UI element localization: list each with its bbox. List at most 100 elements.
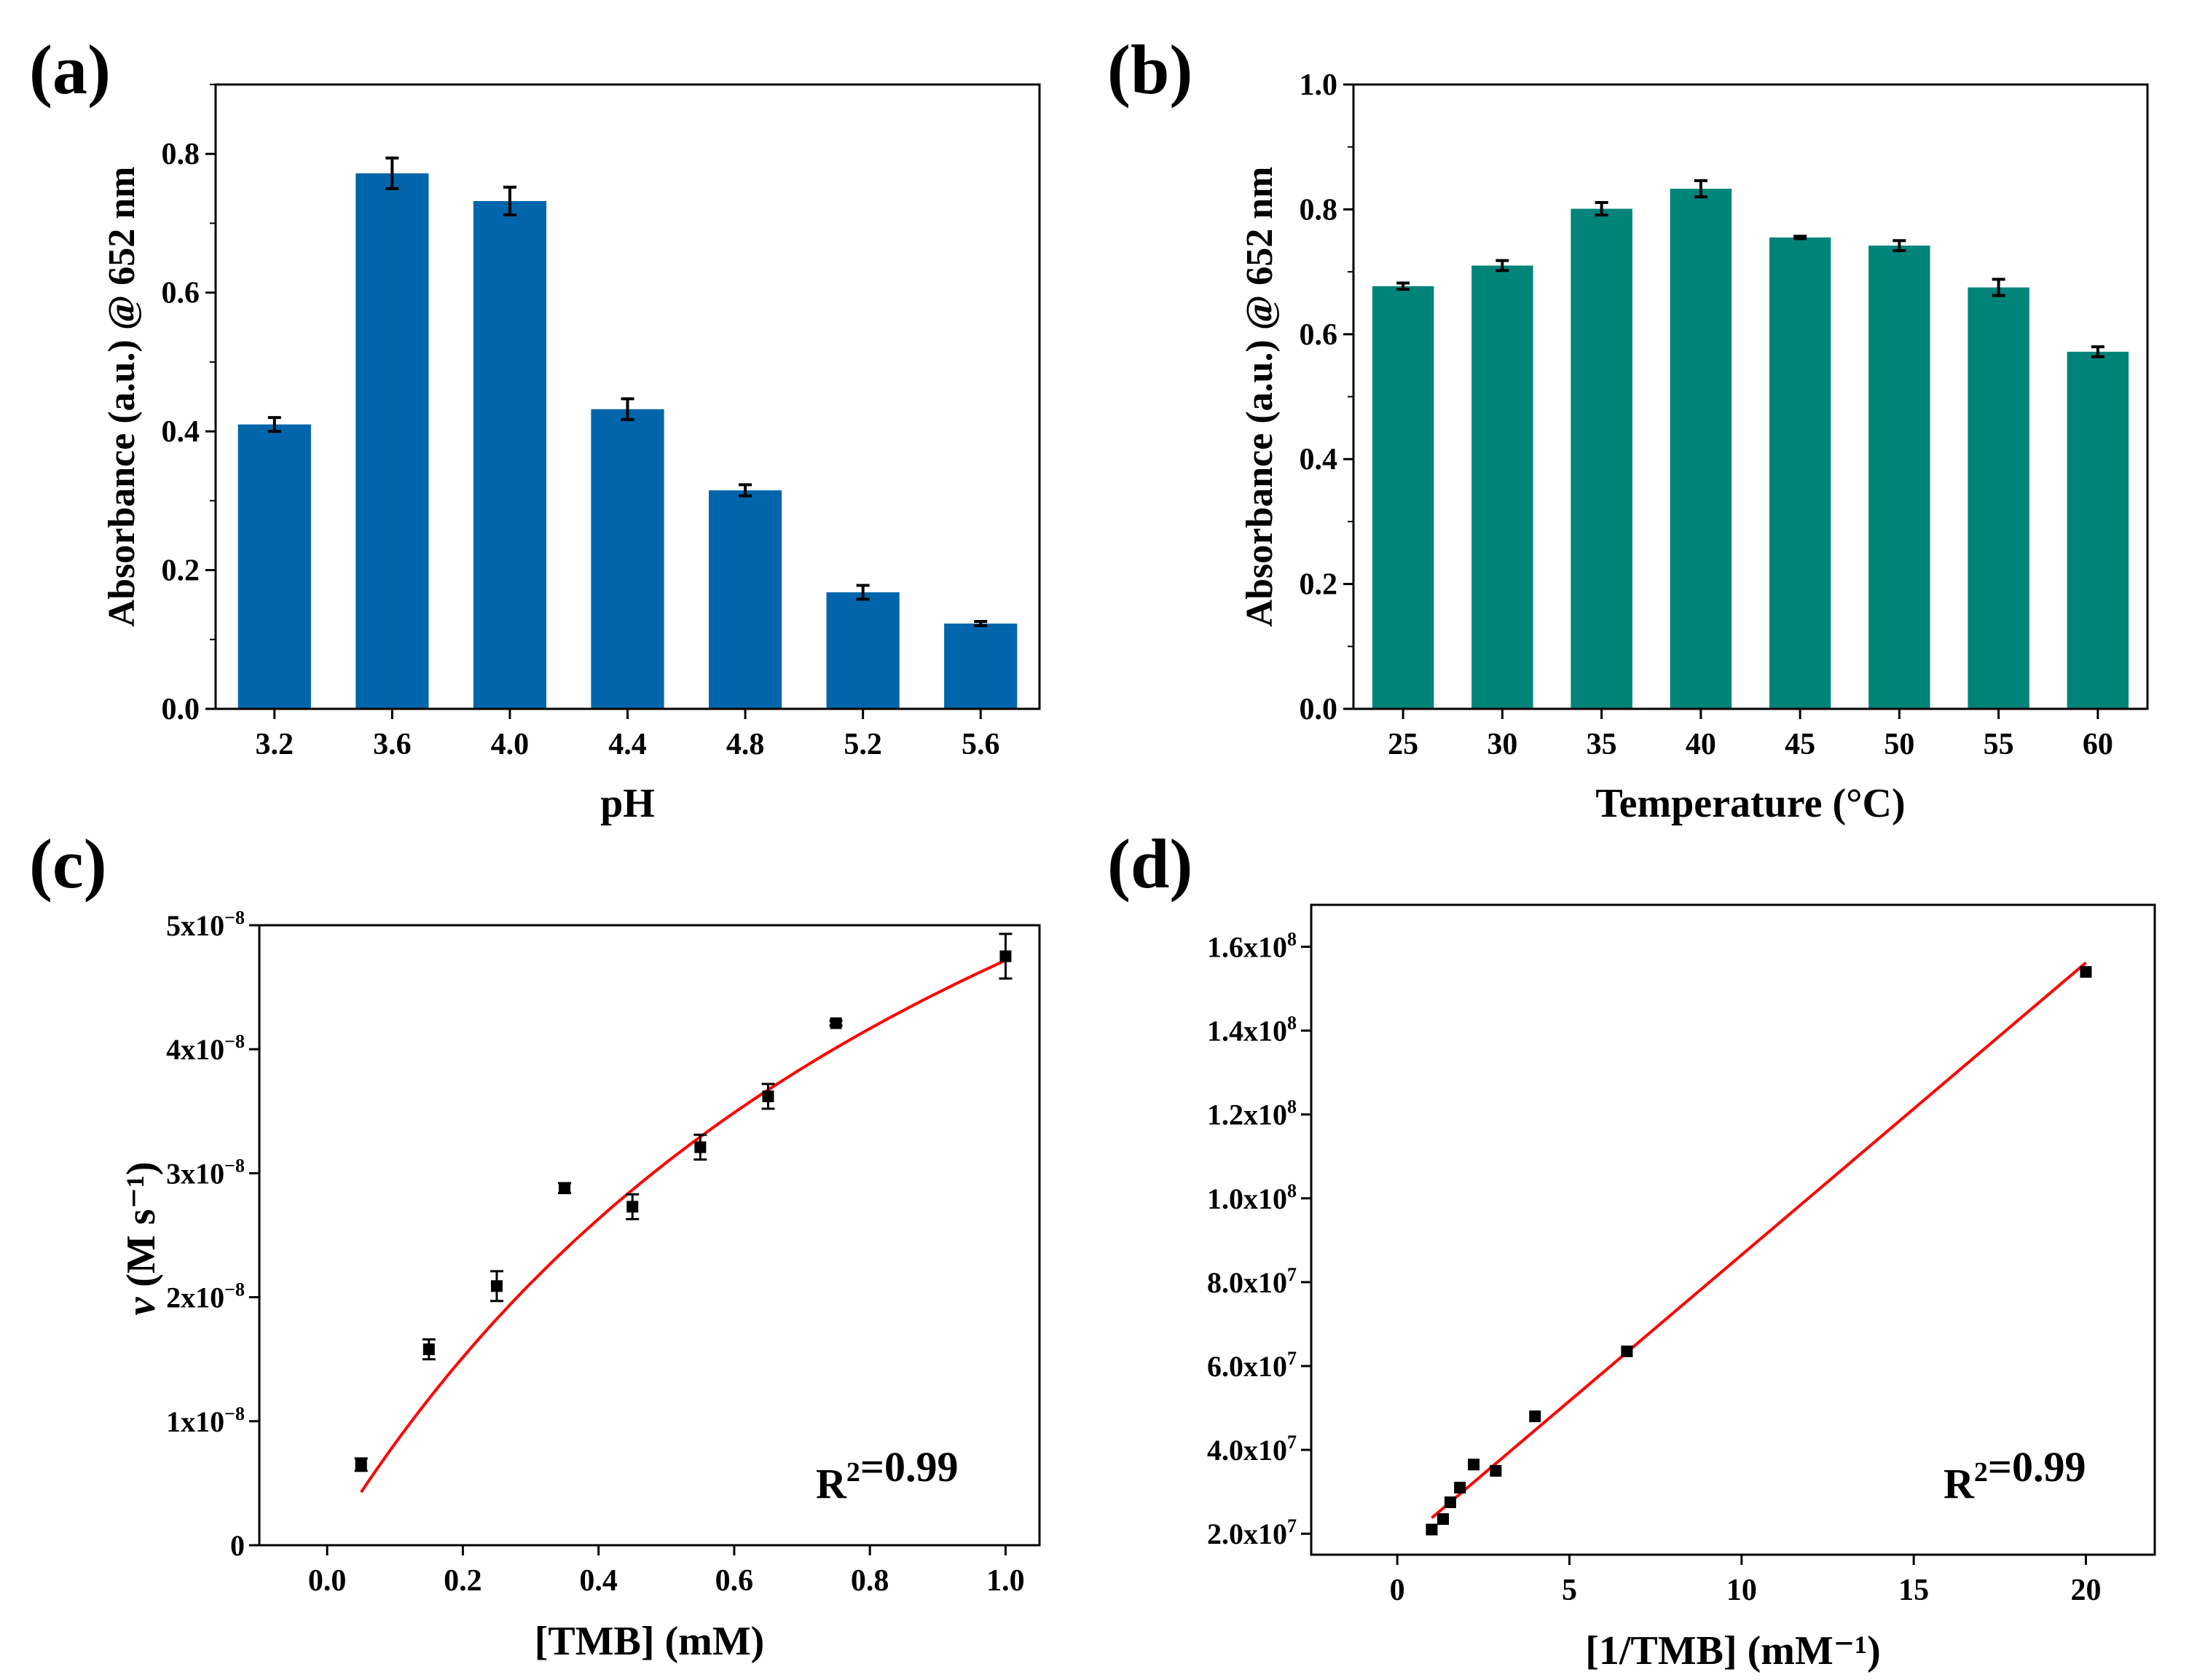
chart3-x-axis-label: [1/TMB] (mM⁻¹) <box>1585 1628 1881 1673</box>
chart2-r-squared-annotation: R2=0.99 <box>816 1443 958 1507</box>
chart1-bar-45 <box>1769 237 1831 710</box>
chart2-y-tick-label: 1x10−8 <box>166 1403 245 1438</box>
chart0-x-tick-label: 5.2 <box>844 728 882 761</box>
chart0-bar-4.4 <box>591 409 664 709</box>
chart3-y-tick-label: 6.0x107 <box>1207 1348 1297 1383</box>
chart2-fit-line <box>360 959 1007 1493</box>
chart3-x-tick-label: 5 <box>1562 1574 1577 1607</box>
chart0-y-tick-label: 0.8 <box>162 138 200 171</box>
chart0-bar-5.6 <box>944 623 1018 709</box>
chart1-y-tick-label: 0.4 <box>1300 443 1338 476</box>
chart0-bar-4.8 <box>708 490 782 709</box>
chart2-x-tick-label: 1.0 <box>986 1564 1025 1598</box>
chart0-axes-frame <box>214 83 1041 710</box>
chart2-data-point <box>999 950 1012 962</box>
chart2-x-axis-label: [TMB] (mM) <box>535 1619 765 1664</box>
chart3-data-point <box>2080 966 2092 978</box>
chart3-x-tick-label: 10 <box>1726 1574 1757 1607</box>
chart2-x-tick-label: 0.4 <box>579 1564 618 1598</box>
chart2-y-tick-label: 4x10−8 <box>166 1031 245 1066</box>
chart3-data-point <box>1437 1513 1450 1526</box>
chart2-x-tick-label: 0.2 <box>444 1564 482 1598</box>
chart3-fit-line <box>1431 961 2087 1520</box>
chart2-data-point <box>355 1459 367 1471</box>
chart0-bar-4.0 <box>473 200 547 709</box>
chart3-x-tick-label: 0 <box>1390 1574 1405 1607</box>
chart3-y-tick-label: 1.4x108 <box>1207 1013 1297 1048</box>
chart2-x-tick-label: 0.6 <box>715 1564 754 1598</box>
chart1-y-tick-label: 0.0 <box>1300 693 1338 726</box>
chart3-data-point <box>1454 1481 1466 1493</box>
chart1-y-axis-label: Absorbance (a.u.) @ 652 nm <box>1239 167 1281 627</box>
chart1-x-tick-label: 25 <box>1388 728 1418 761</box>
chart0-bar-5.2 <box>826 592 900 709</box>
chart3-y-tick-label: 2.0x107 <box>1207 1515 1297 1550</box>
chart3-data-point <box>1529 1410 1541 1423</box>
chart1-x-tick-label: 55 <box>1984 728 2014 761</box>
chart1-x-axis-label: Temperature (°C) <box>1595 781 1905 826</box>
chart0-y-tick-label: 0.2 <box>162 554 200 588</box>
chart3-data-point <box>1468 1459 1480 1471</box>
chart1-bar-40 <box>1670 189 1732 709</box>
chart1-x-tick-label: 35 <box>1587 728 1617 761</box>
panel-label-c: (c) <box>29 825 107 903</box>
chart0-x-tick-label: 4.8 <box>726 728 765 761</box>
chart2-y-tick-label: 5x10−8 <box>166 907 245 942</box>
chart0-y-tick-label: 0.4 <box>162 415 200 449</box>
chart1-x-tick-label: 50 <box>1884 728 1914 761</box>
chart1-y-tick-label: 0.6 <box>1300 318 1338 352</box>
chart1-bar-35 <box>1571 208 1632 710</box>
chart1-x-tick-label: 45 <box>1785 728 1815 761</box>
chart1-y-tick-label: 0.2 <box>1300 568 1338 602</box>
chart2-data-point <box>559 1182 571 1194</box>
chart0-x-tick-label: 3.6 <box>373 728 412 761</box>
chart3-data-point <box>1621 1345 1633 1357</box>
chart1-bar-50 <box>1868 246 1930 710</box>
chart2-x-tick-label: 0.8 <box>851 1564 889 1598</box>
chart2-y-tick-label: 3x10−8 <box>166 1155 245 1190</box>
chart0-x-axis-label: pH <box>600 781 655 826</box>
chart2-data-point <box>830 1017 842 1029</box>
chart2-axes-frame <box>258 924 1041 1547</box>
chart2-data-point <box>422 1343 435 1356</box>
chart0-x-tick-label: 3.2 <box>256 728 294 761</box>
panel-label-d: (d) <box>1107 825 1193 903</box>
chart3-data-point <box>1426 1523 1438 1536</box>
chart2-data-point <box>762 1090 774 1102</box>
chart3-y-tick-label: 1.6x108 <box>1207 929 1297 964</box>
chart1-bar-60 <box>2067 351 2129 709</box>
panel-label-b: (b) <box>1107 31 1193 109</box>
panel-label-a: (a) <box>29 31 111 109</box>
chart3-x-tick-label: 15 <box>1898 1574 1929 1607</box>
chart1-x-tick-label: 60 <box>2083 728 2113 761</box>
chart2-y-axis-label: v (M s⁻¹) <box>119 1161 164 1315</box>
chart3-data-point <box>1490 1464 1502 1477</box>
chart0-x-tick-label: 5.6 <box>962 728 1000 761</box>
chart2-data-point <box>490 1280 503 1292</box>
chart3-axes-frame <box>1310 903 2156 1556</box>
chart0-x-tick-label: 4.4 <box>608 728 647 761</box>
chart3-data-point <box>1444 1496 1456 1509</box>
chart2-y-tick-label: 0 <box>230 1529 245 1562</box>
chart3-x-tick-label: 20 <box>2070 1574 2101 1607</box>
chart3-y-tick-label: 1.2x108 <box>1207 1096 1297 1131</box>
chart1-y-tick-label: 1.0 <box>1300 68 1338 102</box>
chart0-bar-3.2 <box>237 424 311 709</box>
chart1-bar-25 <box>1372 286 1434 709</box>
chart1-x-tick-label: 30 <box>1487 728 1517 761</box>
chart0-y-tick-label: 0.0 <box>162 693 200 726</box>
chart0-y-axis-label: Absorbance (a.u.) @ 652 nm <box>101 167 143 627</box>
chart3-y-tick-label: 1.0x108 <box>1207 1180 1297 1215</box>
chart3-y-tick-label: 4.0x107 <box>1207 1432 1297 1467</box>
chart0-x-tick-label: 4.0 <box>491 728 530 761</box>
chart3-r-squared-annotation: R2=0.99 <box>1944 1443 2086 1507</box>
chart1-x-tick-label: 40 <box>1686 728 1716 761</box>
chart2-x-tick-label: 0.0 <box>308 1564 347 1598</box>
chart1-bar-30 <box>1471 265 1533 709</box>
chart1-y-tick-label: 0.8 <box>1300 193 1338 227</box>
chart0-y-tick-label: 0.6 <box>162 277 200 310</box>
chart2-data-point <box>694 1141 707 1153</box>
chart1-bar-55 <box>1968 287 2029 709</box>
chart2-data-point <box>626 1201 639 1213</box>
